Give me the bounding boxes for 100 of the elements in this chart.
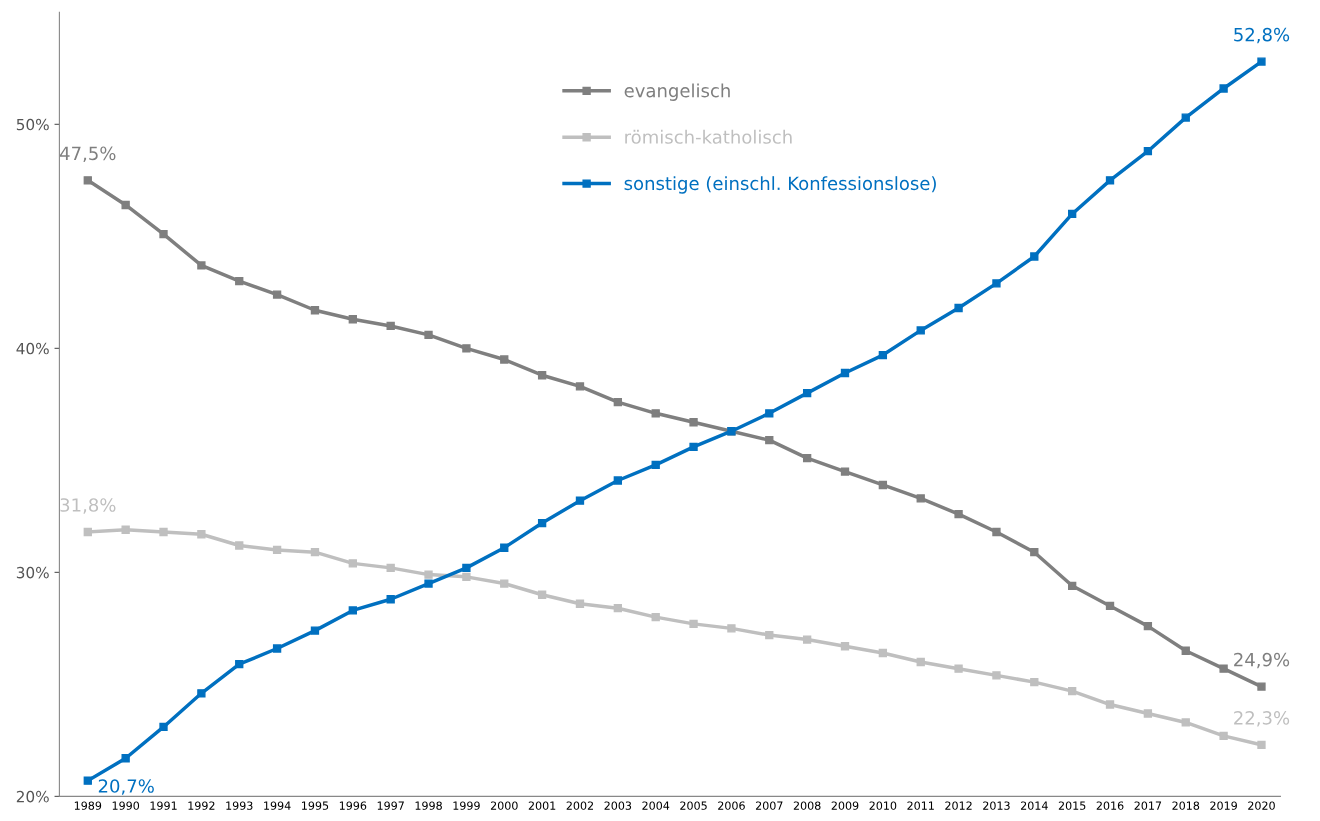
point — [613, 604, 623, 613]
x-tick-label: 2011 — [907, 801, 934, 810]
point — [1143, 709, 1153, 718]
point — [1143, 147, 1153, 156]
point — [878, 350, 888, 360]
legend-label: römisch-katholisch — [625, 129, 792, 144]
point — [348, 559, 357, 568]
y-tick-label: 40% — [16, 342, 49, 355]
y-tick-label: 20% — [16, 790, 49, 803]
point — [651, 612, 660, 622]
point — [575, 496, 585, 505]
point — [1105, 176, 1115, 185]
y-tick-label: 30% — [16, 566, 49, 579]
point — [83, 527, 92, 537]
x-tick-label: 2016 — [1096, 801, 1124, 810]
point — [121, 754, 130, 763]
point — [916, 494, 925, 503]
point — [386, 321, 395, 331]
point — [235, 660, 244, 669]
legend-label: evangelisch — [624, 83, 730, 101]
point — [575, 599, 585, 608]
x-tick-label: 2003 — [604, 801, 632, 810]
point — [878, 480, 888, 490]
data-label: 20,7% — [98, 779, 154, 795]
point — [310, 626, 320, 635]
x-tick-label: 2004 — [642, 801, 670, 810]
data-label: 22,3% — [1234, 711, 1290, 727]
point — [1257, 57, 1266, 66]
point — [272, 545, 282, 555]
point — [651, 460, 660, 469]
point — [500, 543, 509, 552]
point — [462, 563, 471, 573]
point — [802, 453, 812, 463]
point — [1143, 621, 1153, 631]
point — [197, 689, 206, 698]
point — [121, 525, 130, 534]
point — [197, 261, 206, 270]
x-tick-label: 1997 — [377, 801, 404, 810]
x-tick-label: 2017 — [1134, 801, 1162, 810]
x-tick-label: 1998 — [415, 801, 442, 810]
point — [462, 344, 471, 353]
x-tick-label: 2007 — [755, 801, 783, 810]
x-tick-label: 1996 — [339, 801, 367, 810]
point — [992, 279, 1001, 288]
point — [992, 671, 1001, 680]
point — [916, 326, 925, 335]
x-tick-label: 1999 — [453, 801, 480, 810]
point — [613, 397, 623, 407]
x-tick-label: 2009 — [831, 801, 859, 810]
point — [1181, 718, 1190, 727]
legend-label: sonstige (einschl. Konfessionslose) — [624, 176, 936, 194]
x-tick-label: 1989 — [74, 801, 102, 810]
point — [840, 642, 850, 651]
point — [348, 315, 357, 324]
point — [386, 595, 395, 604]
point — [272, 644, 282, 653]
point — [235, 541, 244, 550]
x-tick-label: 2002 — [566, 801, 594, 810]
point — [840, 368, 850, 378]
point — [386, 563, 395, 573]
point — [310, 306, 320, 315]
point — [500, 579, 509, 588]
x-tick-label: 2005 — [680, 801, 707, 810]
point — [954, 509, 963, 519]
point — [727, 624, 736, 633]
data-label: 24,9% — [1234, 652, 1290, 669]
point — [992, 527, 1001, 537]
point — [83, 176, 92, 185]
x-tick-label: 2000 — [490, 801, 518, 810]
x-tick-label: 2006 — [718, 801, 745, 810]
point — [83, 776, 92, 785]
x-tick-label: 2008 — [793, 801, 821, 810]
x-tick-label: 2019 — [1210, 801, 1237, 810]
point — [954, 303, 963, 313]
point — [424, 570, 433, 579]
point — [1257, 682, 1266, 691]
point — [537, 518, 547, 528]
x-tick-label: 1990 — [112, 801, 140, 810]
point — [537, 371, 547, 380]
data-label: 31,8% — [60, 498, 116, 514]
point — [348, 606, 357, 615]
point — [1030, 677, 1039, 687]
data-label: 47,5% — [60, 146, 116, 162]
point — [272, 290, 282, 299]
point — [689, 619, 698, 629]
point — [159, 722, 168, 732]
point — [954, 664, 963, 673]
point — [159, 229, 168, 239]
x-tick-label: 1992 — [188, 801, 215, 810]
point — [310, 548, 320, 557]
point — [1068, 581, 1077, 590]
x-tick-label: 2001 — [528, 801, 556, 810]
point — [424, 330, 433, 340]
x-tick-label: 1993 — [226, 801, 253, 810]
point — [1219, 664, 1228, 673]
point — [500, 355, 509, 364]
x-tick-label: 2015 — [1058, 801, 1086, 810]
point — [1068, 209, 1077, 219]
point — [197, 530, 206, 539]
data-label: 52,8% — [1234, 27, 1290, 44]
